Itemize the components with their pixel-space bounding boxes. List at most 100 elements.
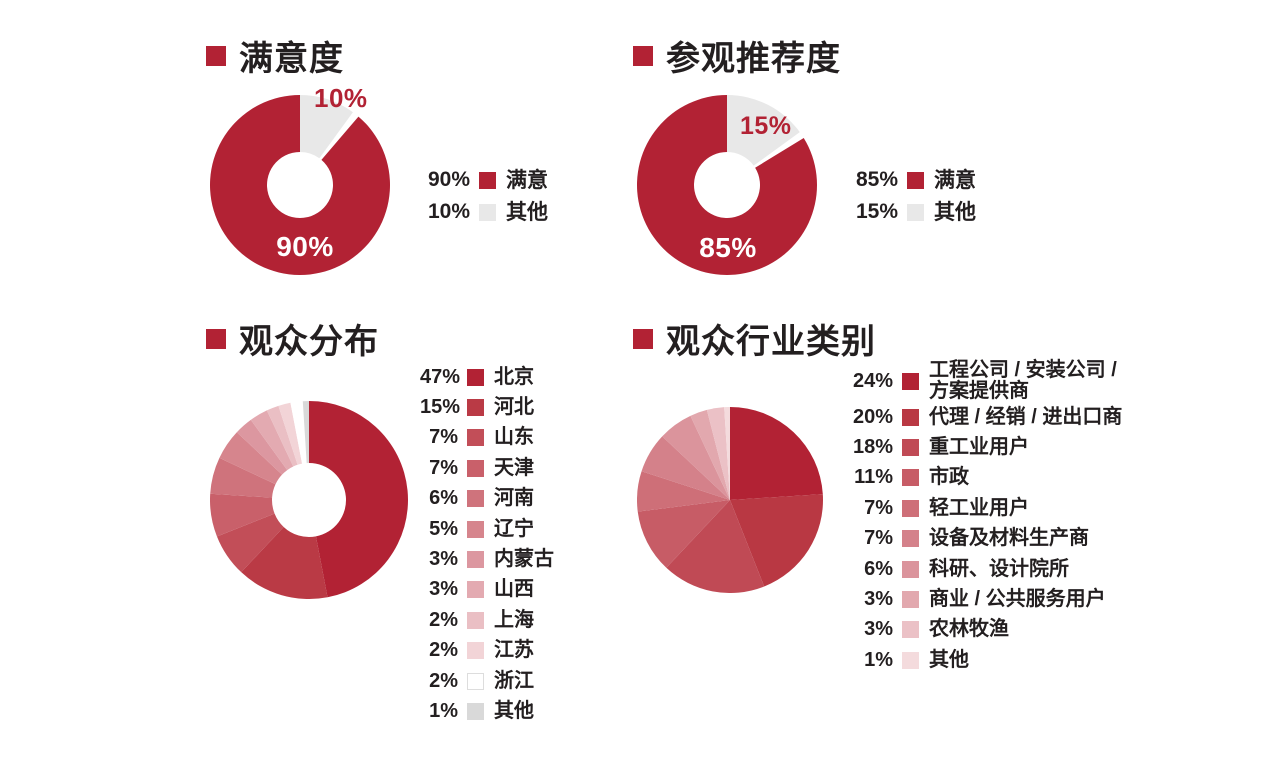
- audience-distribution-legend: 47% 北京 15% 河北 7% 山东 7% 天津 6% 河南 5% 辽宁 3% 内蒙古 3% 山西 2% 上海 2…: [420, 362, 554, 727]
- legend-row: 6% 科研、设计院所: [849, 554, 1122, 584]
- chart-slice: [641, 436, 730, 500]
- legend-swatch: [467, 611, 484, 629]
- legend-label: 科研、设计院所: [929, 557, 1069, 580]
- legend-row: 1% 其他: [420, 696, 554, 726]
- legend-swatch: [902, 439, 919, 457]
- legend-label: 江苏: [494, 639, 534, 662]
- legend-label: 设备及材料生产商: [929, 527, 1089, 550]
- legend-label: 市政: [929, 466, 969, 489]
- title-bullet-icon: [206, 328, 226, 349]
- legend-percent: 90%: [428, 168, 471, 191]
- legend-swatch: [467, 551, 484, 569]
- title-bullet-icon: [206, 45, 226, 66]
- legend-percent: 47%: [420, 365, 461, 388]
- legend-label: 重工业用户: [929, 436, 1029, 459]
- chart-slice: [210, 95, 390, 275]
- legend-swatch: [907, 203, 924, 221]
- chart-slice: [300, 95, 353, 159]
- legend-swatch: [467, 581, 484, 599]
- legend-label: 河北: [494, 396, 534, 419]
- chart-slice: [662, 415, 730, 500]
- legend-row: 18% 重工业用户: [849, 432, 1122, 462]
- legend-row: 7% 天津: [420, 453, 554, 483]
- legend-swatch: [907, 171, 924, 189]
- legend-swatch: [902, 372, 919, 390]
- legend-percent: 3%: [864, 588, 893, 611]
- legend-row: 7% 设备及材料生产商: [849, 524, 1122, 554]
- legend-swatch: [467, 702, 484, 720]
- legend-percent: 7%: [864, 527, 893, 550]
- legend-percent: 2%: [429, 669, 458, 692]
- slice-value-label: 90%: [276, 231, 334, 262]
- chart-title-audience-industry: 观众行业类别: [633, 314, 876, 363]
- legend-swatch: [467, 429, 484, 447]
- legend-row: 85% 满意: [856, 164, 976, 196]
- legend-percent: 5%: [429, 517, 458, 540]
- legend-swatch: [467, 672, 484, 690]
- chart-title-audience-distribution: 观众分布: [206, 314, 379, 363]
- audience-distribution-donut-chart: [210, 401, 408, 599]
- legend-row: 1% 其他: [849, 645, 1122, 675]
- legend-percent: 15%: [420, 396, 461, 419]
- legend-label: 内蒙古: [494, 548, 554, 571]
- chart-title-recommendation: 参观推荐度: [633, 31, 841, 80]
- legend-label: 山东: [494, 426, 534, 449]
- legend-row: 11% 市政: [849, 463, 1122, 493]
- chart-slice: [637, 95, 817, 275]
- legend-label: 满意: [934, 168, 976, 192]
- legend-row: 3% 山西: [420, 575, 554, 605]
- legend-label: 天津: [494, 456, 534, 479]
- chart-slice: [210, 493, 275, 537]
- legend-label: 北京: [494, 365, 534, 388]
- audience-industry-pie-chart: [637, 407, 823, 593]
- satisfaction-legend: 90% 满意 10% 其他: [428, 164, 548, 228]
- legend-label: 山西: [494, 578, 534, 601]
- chart-slice: [266, 405, 298, 467]
- audience-industry-legend: 24% 工程公司 / 安装公司 / 方案提供商 20% 代理 / 经销 / 进出口商 1…: [849, 360, 1122, 676]
- legend-row: 90% 满意: [428, 164, 548, 196]
- satisfaction-donut-chart: [210, 95, 390, 275]
- chart-slice: [730, 494, 823, 587]
- legend-percent: 1%: [864, 648, 893, 671]
- slice-value-label: 85%: [699, 232, 757, 263]
- legend-swatch: [467, 642, 484, 660]
- legend-swatch: [467, 520, 484, 538]
- legend-label: 农林牧渔: [929, 618, 1009, 641]
- legend-label: 河南: [494, 487, 534, 510]
- chart-title-text: 参观推荐度: [666, 40, 841, 78]
- legend-row: 47% 北京: [420, 362, 554, 392]
- chart-slice: [210, 457, 276, 498]
- chart-slice: [666, 500, 765, 593]
- chart-slice: [309, 401, 408, 598]
- legend-label: 商业 / 公共服务用户: [929, 588, 1106, 611]
- legend-percent: 15%: [856, 200, 899, 223]
- chart-slice: [278, 402, 303, 465]
- legend-row: 15% 河北: [420, 392, 554, 422]
- chart-slice: [724, 407, 730, 500]
- legend-percent: 7%: [864, 496, 893, 519]
- legend-row: 2% 浙江: [420, 666, 554, 696]
- legend-row: 15% 其他: [856, 196, 976, 228]
- legend-swatch: [902, 408, 919, 426]
- chart-slice: [216, 513, 284, 573]
- chart-slice: [250, 410, 294, 471]
- legend-percent: 2%: [429, 639, 458, 662]
- chart-slice: [637, 500, 730, 568]
- chart-slice: [219, 432, 283, 485]
- legend-percent: 3%: [429, 548, 458, 571]
- legend-swatch: [902, 621, 919, 639]
- legend-percent: 1%: [429, 699, 458, 722]
- legend-swatch: [902, 651, 919, 669]
- title-bullet-icon: [633, 328, 653, 349]
- legend-percent: 18%: [852, 436, 893, 459]
- legend-swatch: [467, 368, 484, 386]
- legend-swatch: [902, 560, 919, 578]
- legend-label: 浙江: [494, 669, 534, 692]
- chart-slice: [730, 407, 823, 500]
- legend-swatch: [467, 459, 484, 477]
- legend-label: 工程公司 / 安装公司 / 方案提供商: [929, 359, 1117, 402]
- legend-label: 辽宁: [494, 517, 534, 540]
- legend-percent: 24%: [852, 369, 893, 392]
- legend-swatch: [902, 591, 919, 609]
- legend-row: 6% 河南: [420, 484, 554, 514]
